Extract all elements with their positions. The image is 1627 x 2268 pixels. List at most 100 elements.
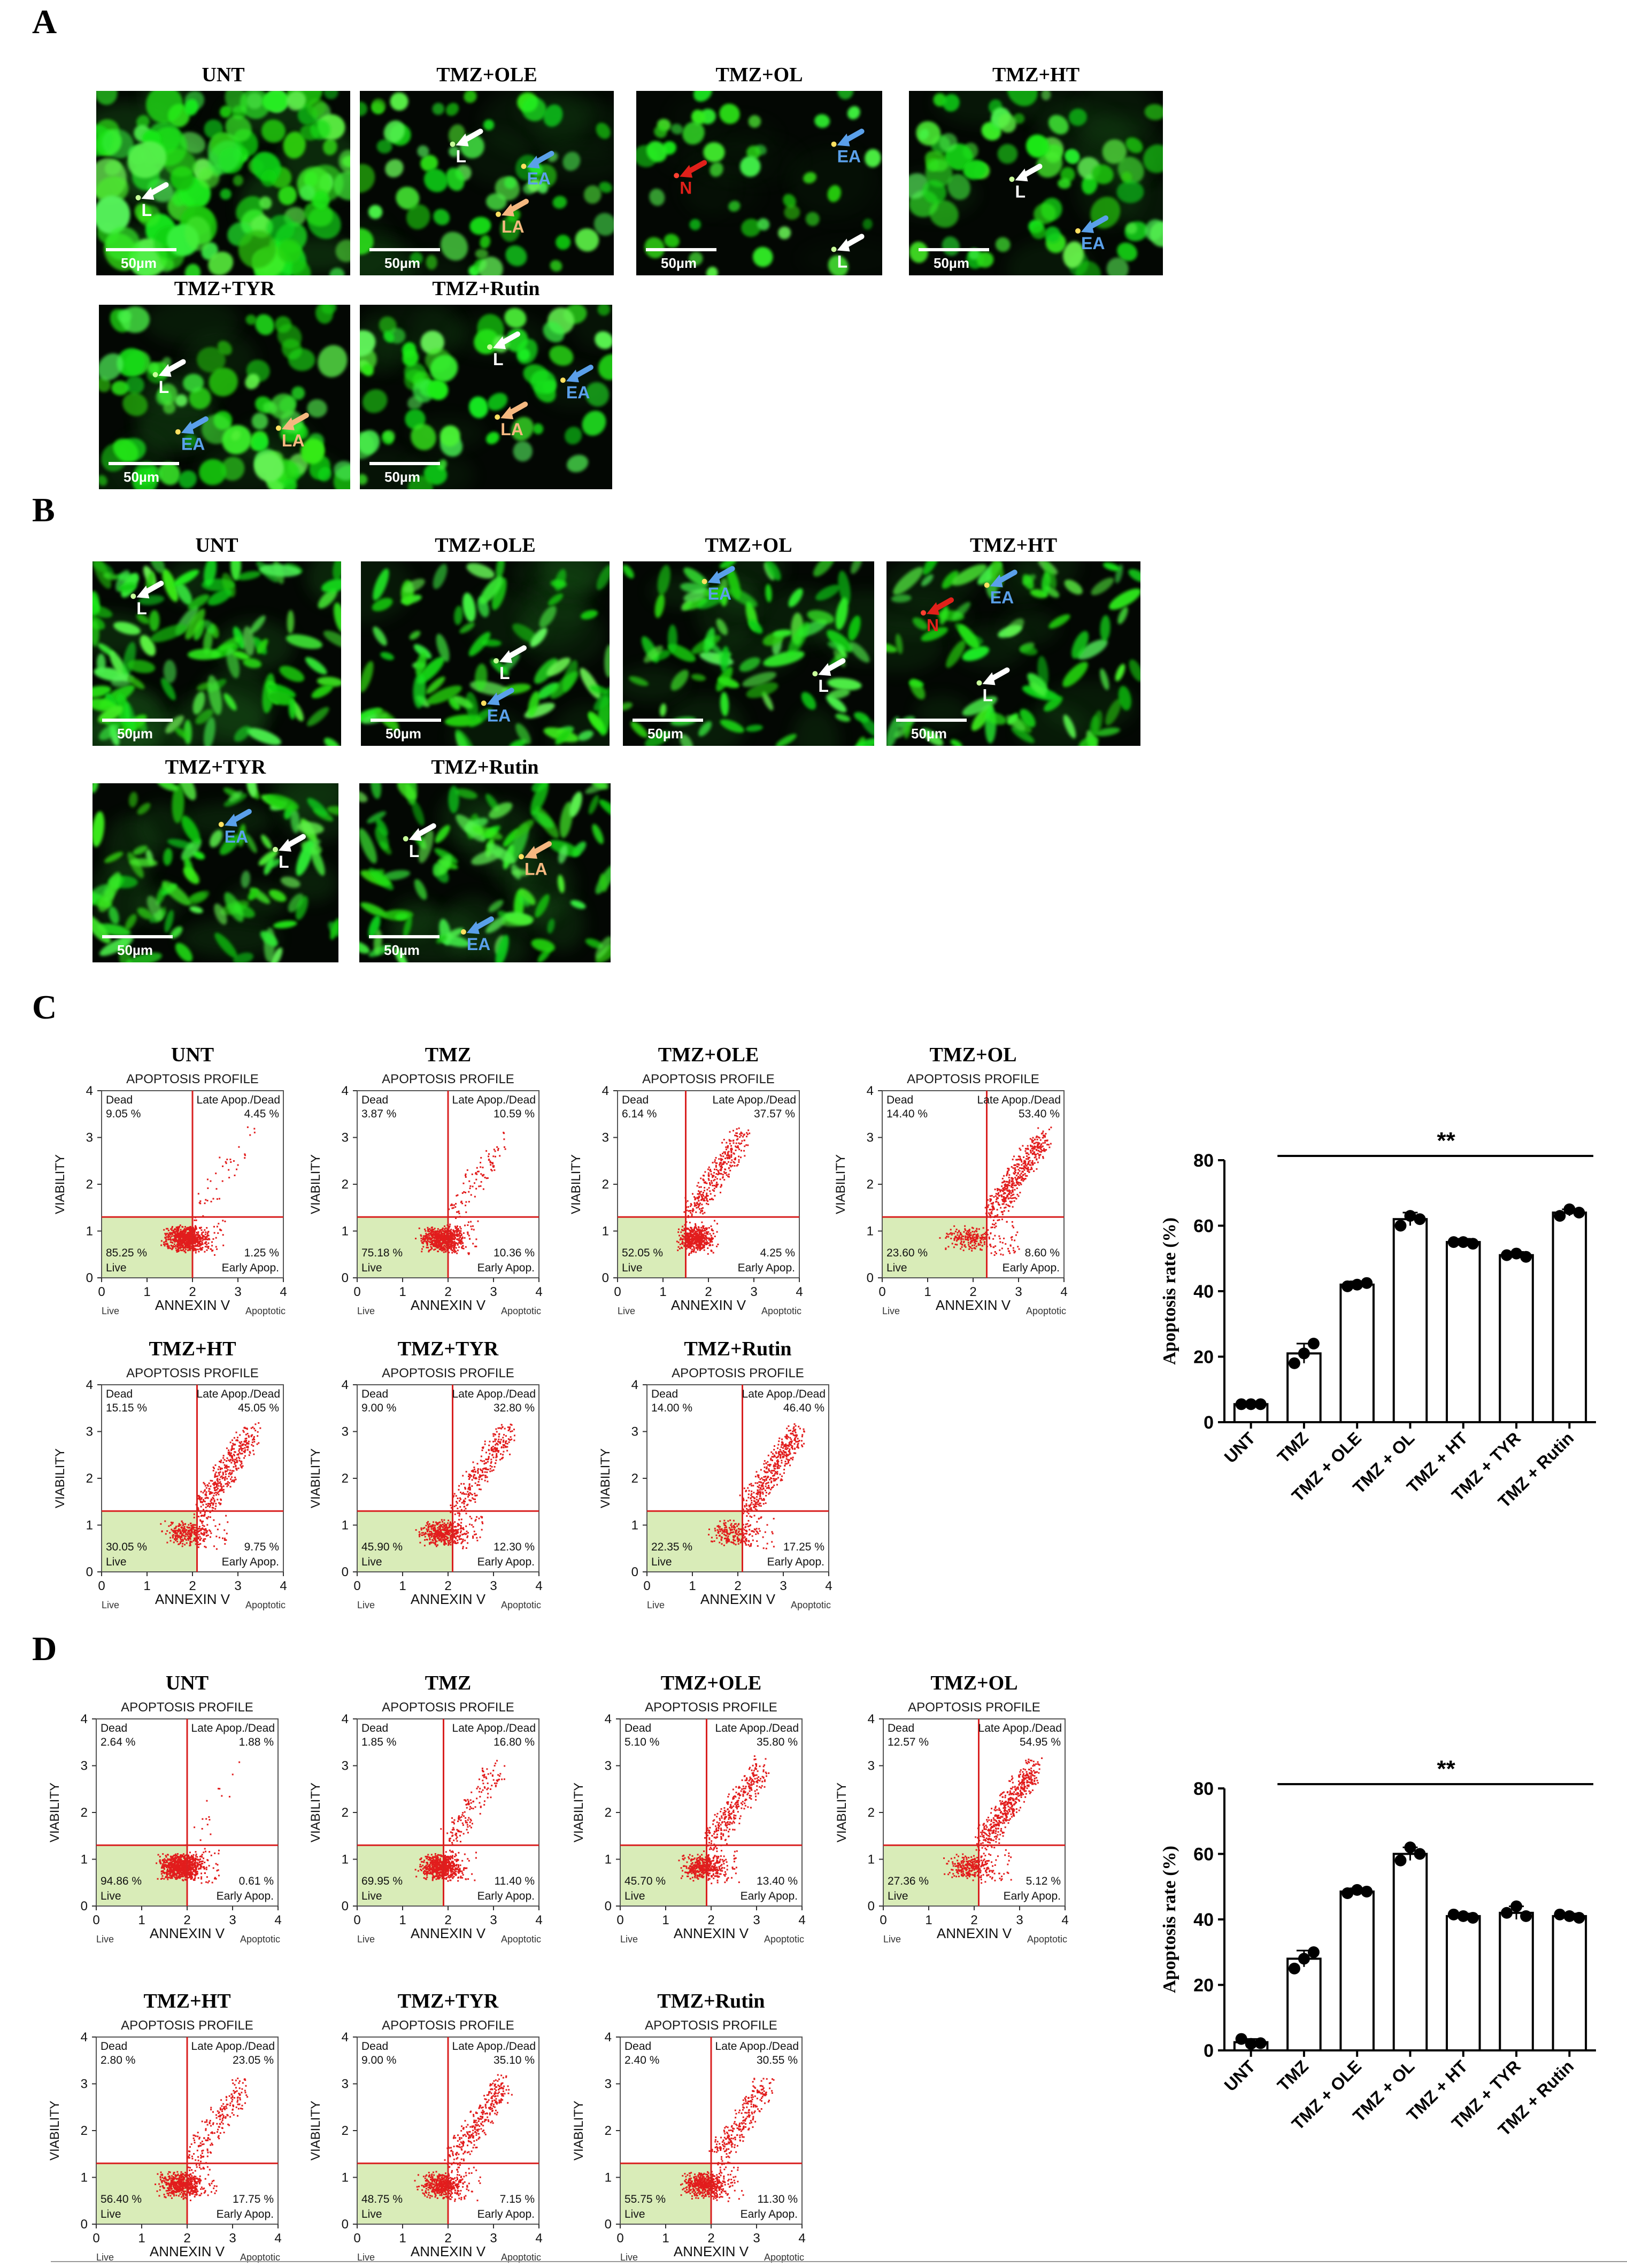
dot (179, 1233, 181, 1235)
marker-label: LA (502, 217, 525, 236)
dot (1040, 1146, 1043, 1148)
label-late: Late Apop./Dead (977, 1094, 1061, 1106)
cell (582, 411, 606, 436)
dot (202, 1524, 204, 1526)
dot (698, 1204, 700, 1206)
dot (186, 1245, 188, 1247)
dot (1016, 1159, 1018, 1161)
scale-bar-label: 50µm (117, 942, 153, 958)
dot (728, 1176, 730, 1178)
dot (697, 1182, 699, 1184)
dot (1006, 1190, 1008, 1192)
cell (464, 91, 477, 103)
dot (953, 1239, 955, 1241)
cell (368, 915, 381, 938)
dot (181, 1233, 183, 1236)
dot (437, 1228, 439, 1230)
dot (1019, 1170, 1021, 1172)
dot (421, 1251, 423, 1253)
dot (199, 1227, 201, 1229)
dot (201, 1233, 203, 1236)
marker-l: L (450, 128, 483, 166)
dot (180, 1242, 182, 1244)
dot (178, 1247, 180, 1249)
dot (178, 1233, 180, 1236)
cell (236, 571, 261, 581)
dot (182, 1235, 184, 1237)
dot (987, 1229, 989, 1231)
dot (182, 1244, 184, 1246)
dot (212, 1198, 214, 1200)
dot (191, 1530, 193, 1532)
cell (436, 634, 450, 662)
dot (177, 1241, 179, 1243)
dot (236, 1168, 238, 1170)
dot (470, 1194, 472, 1196)
dot (1011, 1177, 1013, 1179)
dot (695, 1237, 697, 1239)
dot (450, 1239, 452, 1241)
dot (706, 1195, 708, 1197)
dot (1016, 1231, 1019, 1233)
dot (714, 1176, 716, 1178)
cell (423, 168, 448, 192)
dot (697, 1228, 699, 1230)
dot (437, 1237, 439, 1239)
cell (220, 188, 232, 200)
dot (430, 1241, 432, 1243)
cell (296, 840, 314, 876)
dot (1022, 1174, 1024, 1176)
dot (195, 1225, 197, 1227)
dot (716, 1182, 718, 1184)
dot (720, 1160, 722, 1162)
dot (1002, 1200, 1004, 1202)
dot (693, 1238, 695, 1240)
dot (720, 1186, 722, 1188)
dot (178, 1243, 180, 1245)
dot (701, 1238, 703, 1240)
dot (436, 1243, 438, 1245)
dot (709, 1233, 711, 1235)
dot (1036, 1168, 1038, 1170)
y-tick-label: 1 (86, 1224, 93, 1239)
dot (188, 1235, 190, 1237)
dot (179, 1239, 181, 1241)
dot (947, 1233, 949, 1236)
cell (557, 874, 565, 893)
dot (989, 1244, 991, 1246)
dot (1044, 1141, 1046, 1144)
cell (279, 666, 305, 682)
dot (183, 1229, 185, 1231)
dot (703, 1198, 705, 1200)
dot (976, 1230, 978, 1232)
dot (689, 1239, 691, 1241)
marker-label: L (159, 377, 169, 397)
dot (204, 1202, 206, 1205)
cell (962, 696, 998, 716)
dot (176, 1246, 178, 1248)
dot (1011, 1194, 1013, 1196)
cell-layer (360, 91, 614, 275)
dot (462, 1232, 465, 1234)
dot (700, 1240, 702, 1242)
cell (593, 213, 614, 236)
value-late: 37.57 % (754, 1108, 795, 1120)
dot (1008, 1192, 1011, 1194)
dot (700, 1191, 702, 1193)
dot (1008, 1168, 1010, 1170)
dot (436, 1230, 438, 1232)
dot (977, 1244, 980, 1246)
dot (969, 1246, 971, 1248)
value-dead: 9.05 % (106, 1108, 141, 1120)
dot (1023, 1178, 1025, 1181)
cell (1125, 222, 1137, 234)
dot (1039, 1154, 1042, 1156)
dot (695, 1247, 697, 1249)
micrograph-title: UNT (202, 64, 244, 86)
dot (1015, 1169, 1017, 1171)
dot (976, 1228, 978, 1230)
dot (713, 1168, 715, 1170)
scatter-dots (939, 1127, 1052, 1256)
dot (431, 1240, 434, 1243)
dot (183, 1233, 185, 1236)
